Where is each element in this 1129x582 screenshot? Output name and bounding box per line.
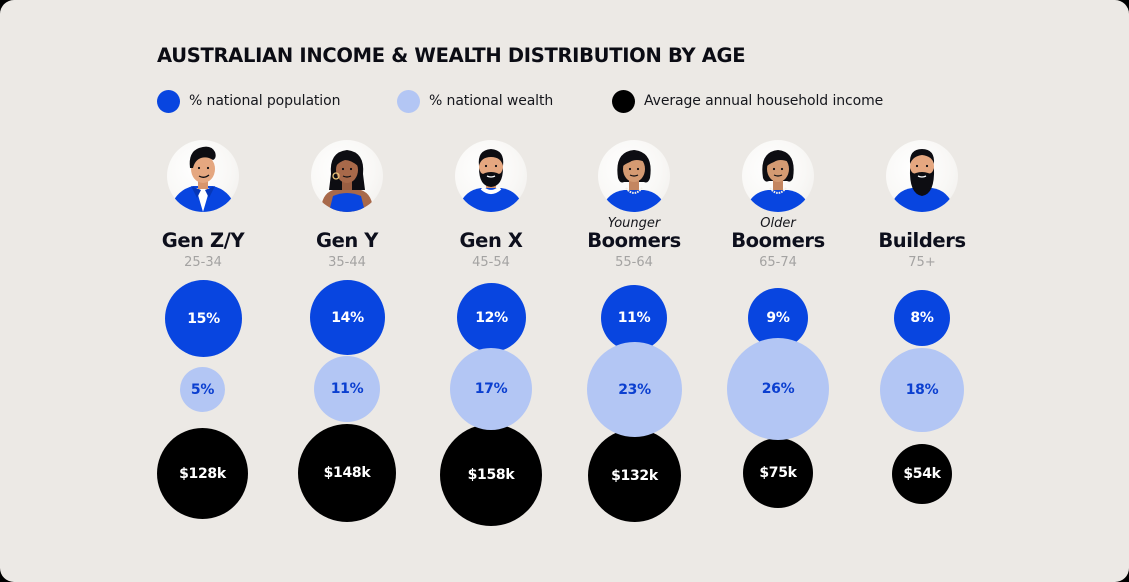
age-range: 55-64 xyxy=(615,255,653,270)
population-bubble: 11% xyxy=(601,285,667,351)
income-bubble: $132k xyxy=(588,429,681,522)
wealth-bubble: 17% xyxy=(450,348,532,430)
group-name: Boomers xyxy=(731,229,825,252)
population-dot-icon xyxy=(157,89,180,113)
wealth-bubble: 26% xyxy=(727,338,829,440)
legend-label: Average annual household income xyxy=(644,93,884,109)
income-bubble: $75k xyxy=(743,438,813,508)
group-prefix: Younger xyxy=(607,216,661,231)
population-bubble: 14% xyxy=(310,280,385,355)
legend-label: % national wealth xyxy=(429,93,554,109)
group-name: Gen Z/Y xyxy=(161,229,245,252)
income-bubble: $148k xyxy=(298,424,396,522)
income-bubble: $128k xyxy=(157,428,248,519)
age-range: 75+ xyxy=(908,255,936,270)
long-beard-man-avatar-icon xyxy=(886,140,958,212)
legend-item-wealth: % national wealth xyxy=(397,89,553,113)
group-name: Builders xyxy=(878,229,966,252)
legend-label: % national population xyxy=(189,93,341,109)
group-prefix: Older xyxy=(760,216,796,231)
group-name: Gen X xyxy=(459,229,523,252)
legend-item-income: Average annual household income xyxy=(612,89,883,113)
group-name: Gen Y xyxy=(315,229,379,252)
income-bubble: $158k xyxy=(440,424,542,526)
woman-earrings-avatar-icon xyxy=(311,140,383,212)
income-dot-icon xyxy=(612,89,635,113)
income-bubble: $54k xyxy=(892,444,952,504)
wealth-bubble: 11% xyxy=(314,356,380,422)
population-bubble: 15% xyxy=(165,280,242,357)
wealth-bubble: 23% xyxy=(587,342,682,437)
older-woman-pearls-avatar-icon xyxy=(742,140,814,212)
young-man-avatar-icon xyxy=(167,140,239,212)
woman-pearls-avatar-icon xyxy=(598,140,670,212)
population-bubble: 8% xyxy=(894,290,950,346)
wealth-dot-icon xyxy=(397,89,420,113)
age-range: 65-74 xyxy=(759,255,797,270)
group-name: Boomers xyxy=(587,229,681,252)
population-bubble: 12% xyxy=(457,283,526,352)
legend-item-population: % national population xyxy=(157,89,340,113)
age-range: 25-34 xyxy=(184,255,222,270)
chart-title: AUSTRALIAN INCOME & WEALTH DISTRIBUTION … xyxy=(157,44,746,67)
age-range: 45-54 xyxy=(472,255,510,270)
wealth-bubble: 18% xyxy=(880,348,964,432)
wealth-bubble: 5% xyxy=(180,367,225,412)
bearded-man-avatar-icon xyxy=(455,140,527,212)
age-range: 35-44 xyxy=(328,255,366,270)
